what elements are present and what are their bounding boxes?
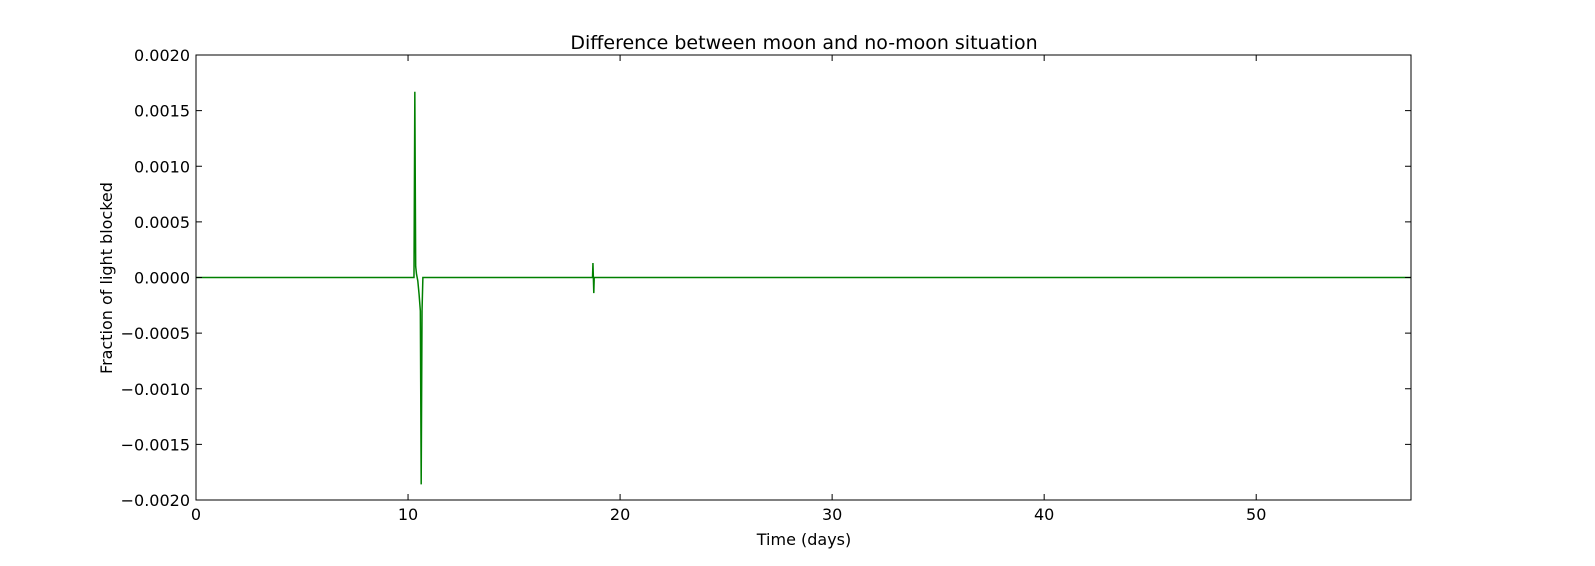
chart-title: Difference between moon and no-moon situ… [570, 32, 1037, 54]
plot-area [196, 91, 1411, 485]
x-tick-label: 40 [1034, 505, 1054, 524]
y-tick-label: 0.0005 [134, 213, 190, 232]
x-tick-label: 0 [191, 505, 201, 524]
x-tick-label: 50 [1246, 505, 1266, 524]
axes: 0 10 20 30 40 50 0.0020 0.0015 0.0010 0.0005 0.000… [121, 46, 1412, 524]
x-tick-label: 10 [398, 505, 418, 524]
y-tick-label: −0.0005 [121, 324, 190, 343]
y-tick-label: 0.0015 [134, 102, 190, 121]
x-tick-label: 30 [822, 505, 842, 524]
y-tick-label: 0.0000 [134, 269, 190, 288]
y-axis-title: Fraction of light blocked [97, 182, 116, 374]
x-axis-title: Time (days) [756, 530, 852, 549]
y-tick-label: 0.0020 [134, 46, 190, 65]
x-tick-label: 20 [610, 505, 630, 524]
y-tick-label: 0.0010 [134, 157, 190, 176]
series-line-0 [196, 91, 1411, 485]
y-tick-label: −0.0015 [121, 435, 190, 454]
y-tick-label: −0.0010 [121, 380, 190, 399]
y-tick-label: −0.0020 [121, 491, 190, 510]
